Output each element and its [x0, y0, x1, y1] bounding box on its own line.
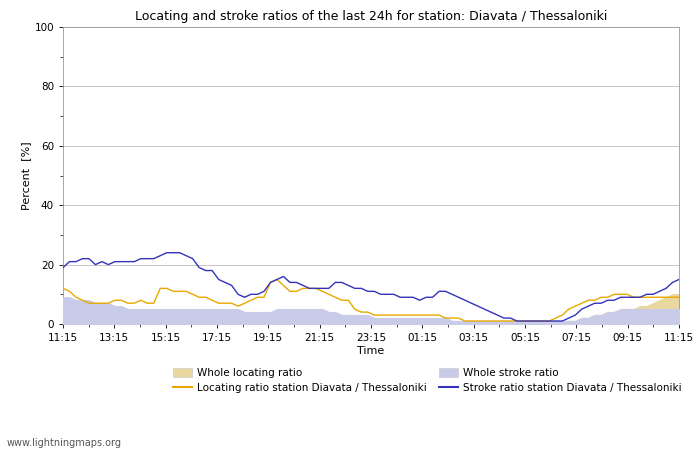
Title: Locating and stroke ratios of the last 24h for station: Diavata / Thessaloniki: Locating and stroke ratios of the last 2…	[135, 10, 607, 23]
X-axis label: Time: Time	[358, 346, 384, 356]
Legend: Whole locating ratio, Locating ratio station Diavata / Thessaloniki, Whole strok: Whole locating ratio, Locating ratio sta…	[173, 368, 682, 393]
Text: www.lightningmaps.org: www.lightningmaps.org	[7, 438, 122, 448]
Y-axis label: Percent  [%]: Percent [%]	[22, 141, 32, 210]
